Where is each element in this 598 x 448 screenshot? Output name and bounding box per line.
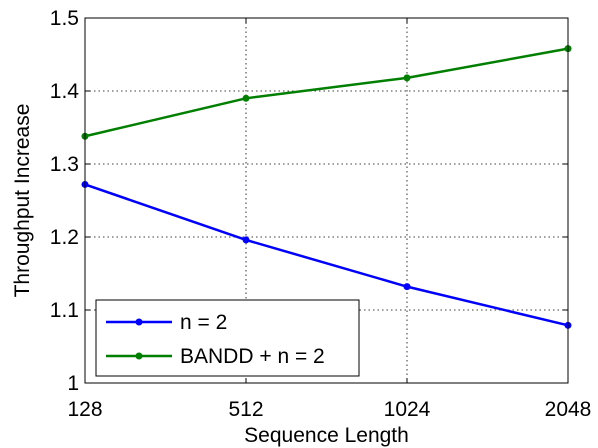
x-tick-label: 2048 [545,398,592,421]
x-axis-label: Sequence Length [244,424,409,447]
series-layer [81,45,572,329]
data-point [242,94,250,102]
y-axis-label: Throughput Increase [11,104,34,298]
y-tick-label: 1.3 [50,153,79,176]
y-tick-label: 1.2 [50,226,79,249]
legend-box [95,299,360,377]
legend-marker [135,352,143,360]
data-point [242,236,250,244]
legend-marker [135,318,143,326]
tick-marks [84,17,569,384]
y-axis-tick-labels: 1 1.1 1.2 1.3 1.4 1.5 [50,7,80,395]
series-line-2 [84,47,569,138]
legend: n = 2 BANDD + n = 2 [95,299,360,377]
legend-label: BANDD + n = 2 [180,345,325,368]
x-tick-label: 1024 [384,398,431,421]
y-tick-label: 1.5 [50,7,79,30]
y-tick-label: 1.1 [50,299,79,322]
x-tick-label: 512 [228,398,263,421]
data-point [403,74,411,82]
legend-label: n = 2 [180,311,227,334]
y-tick-label: 1 [67,372,79,395]
plot-area [84,17,569,384]
data-point [403,283,411,291]
series-line-1 [84,183,569,327]
x-axis-tick-labels: 128 512 1024 2048 [67,398,591,421]
x-tick-label: 128 [67,398,102,421]
y-tick-label: 1.4 [50,80,80,103]
